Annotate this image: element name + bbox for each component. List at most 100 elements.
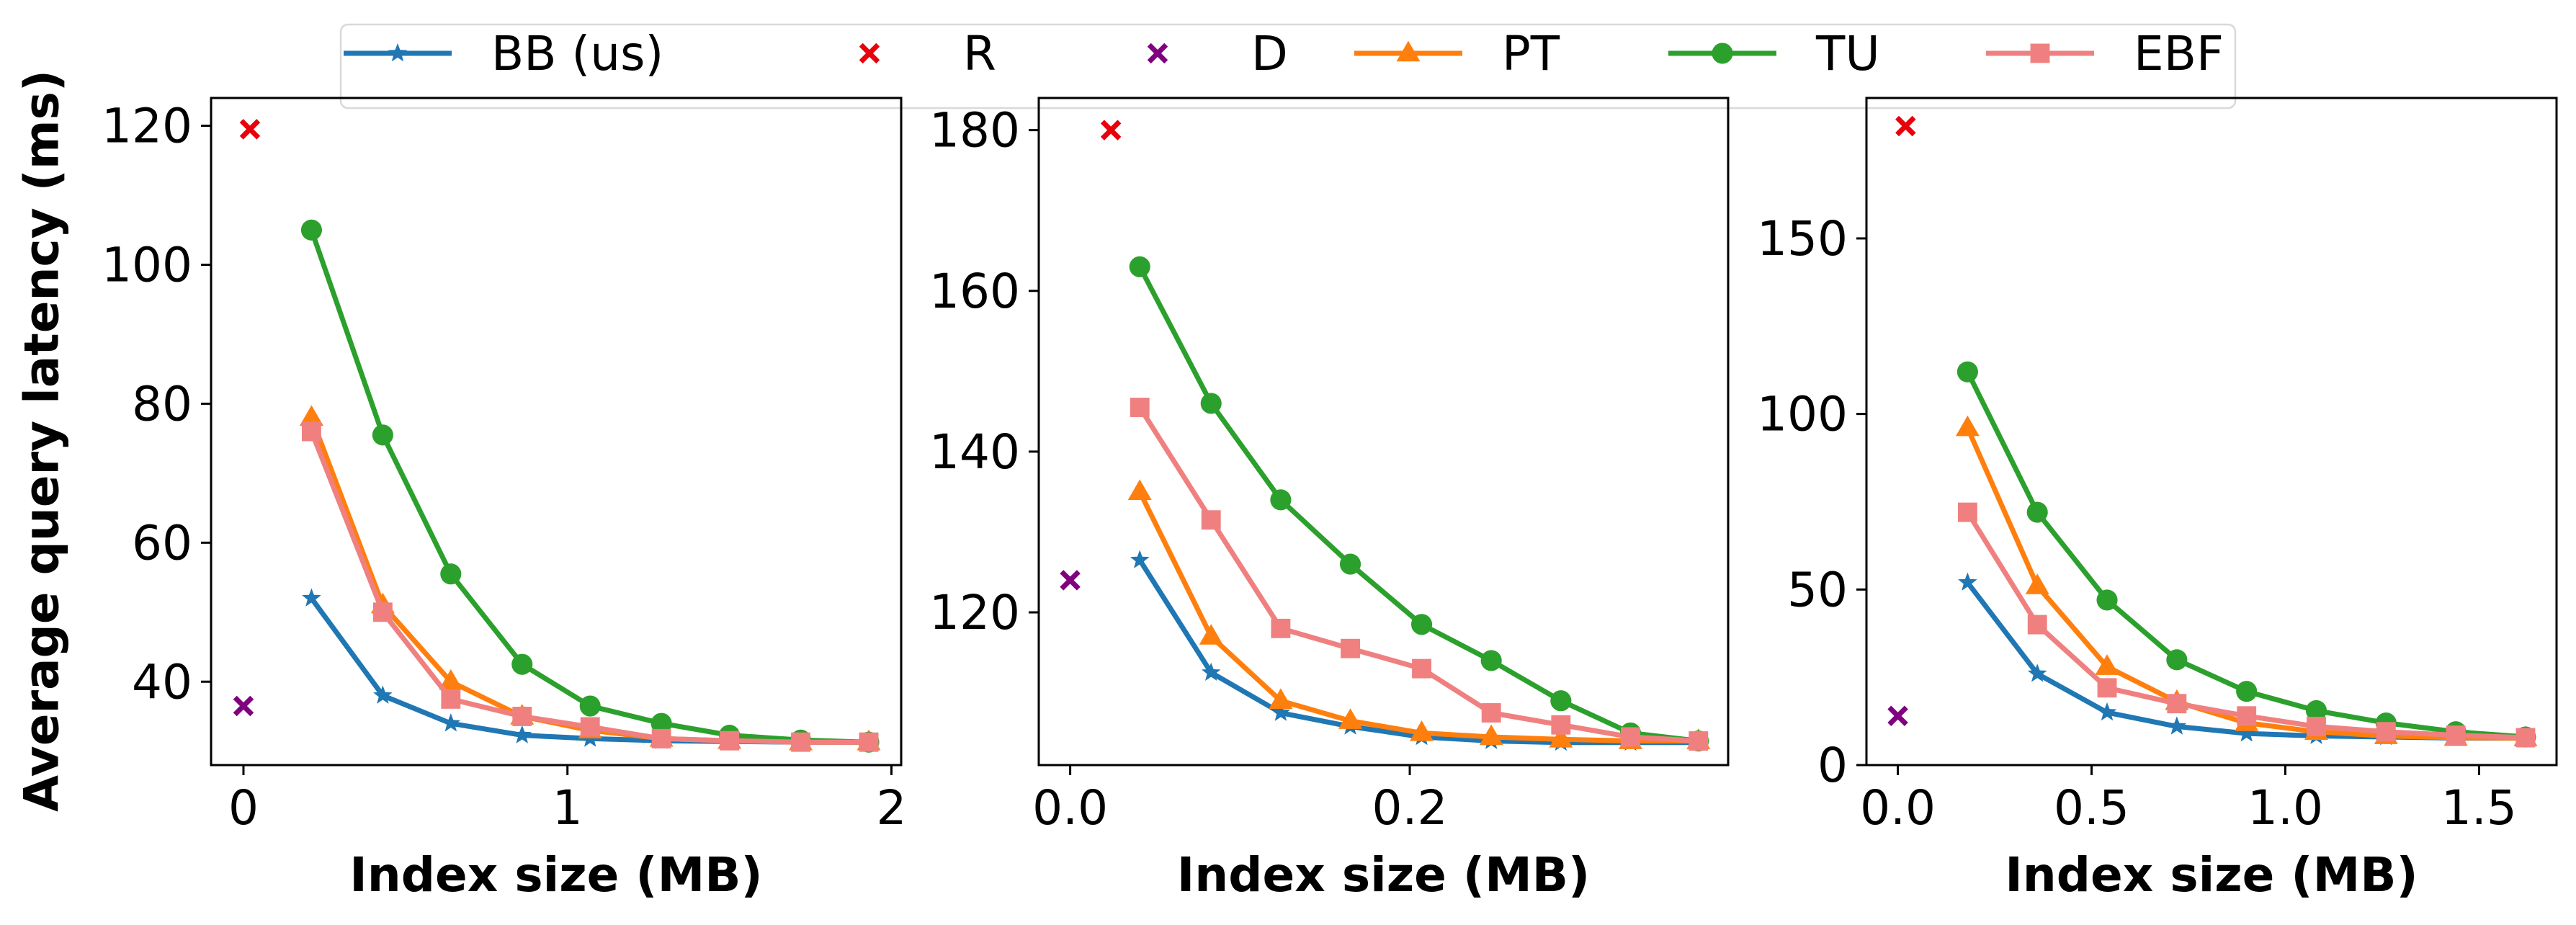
data-point [373,685,393,704]
data-point [233,695,254,717]
y-tick-label: 180 [929,103,1020,158]
legend-item-bb-us: BB (us) [344,26,663,81]
data-point [1130,398,1150,417]
series-line [309,416,869,745]
axes-frame [1037,97,1730,767]
data-point [299,405,323,426]
data-point [1338,708,1363,729]
legend-label: BB (us) [491,26,663,81]
data-point [579,695,601,717]
data-point [1549,726,1573,748]
data-point [1957,502,1977,522]
series-d [1887,705,1908,727]
legend-item-ebf: EBF [1986,26,2224,81]
data-point [2096,589,2118,611]
legend-item-tu: TU [1668,26,1880,81]
data-point [1200,393,1222,414]
x-tick-label: 0.0 [1860,780,1936,836]
x-axis-label: Index size (MB) [1177,847,1590,903]
data-point [1410,720,1434,741]
data-point [2307,716,2326,736]
data-point [301,421,321,442]
series-r [1100,120,1122,140]
data-point [1621,727,1640,747]
data-point [2515,728,2536,748]
data-point [791,732,811,752]
series-line [309,229,869,745]
series-tu [300,219,880,753]
y-tick-label: 120 [929,585,1020,640]
data-point [1129,256,1150,277]
legend-frame [339,23,2237,110]
data-point [2097,702,2117,721]
series-line [1965,511,2526,741]
x-tick-label: 0.0 [1032,780,1108,836]
legend-marker [859,43,880,64]
series-d [233,695,254,717]
data-point [1479,724,1503,746]
x-tick-label: 1.0 [2248,780,2323,836]
data-point [1550,690,1572,712]
series-ebf [301,421,879,752]
y-tick-label: 60 [132,515,192,571]
y-tick-label: 80 [132,376,192,432]
data-point [1270,489,1292,511]
series-bb-us [1130,550,1709,751]
data-point [440,563,462,585]
series-r [239,119,261,140]
data-point [2025,573,2049,594]
y-tick-label: 40 [132,654,192,710]
legend-item-d: D [1147,26,1288,81]
data-point [1060,570,1081,591]
data-point [1130,550,1150,568]
x-axis-label: Index size (MB) [2005,847,2418,903]
data-point [2097,678,2117,698]
data-point [1958,572,1977,591]
legend-marker [2030,43,2050,63]
data-point [2095,654,2119,675]
series-r [1895,115,1916,137]
series-ebf [1130,398,1709,751]
legend-marker [1147,43,1168,64]
y-tick-label: 50 [1787,562,1848,617]
data-point [439,669,463,690]
data-point [1956,361,1978,383]
subplot-middle: 0.0 0.2 120 140 160 180 Index size (MB) [929,97,1730,903]
y-tick-label: 120 [102,99,192,154]
data-point [2237,723,2256,742]
data-point [1689,731,1709,751]
data-point [651,728,671,749]
y-tick-label: 160 [929,264,1020,319]
x-tick-label: 0 [228,780,259,836]
data-point [2027,615,2047,635]
data-point [2376,722,2396,742]
legend-label: R [963,26,996,81]
data-point [512,725,532,743]
data-point [2236,681,2258,702]
legend-item-pt: PT [1354,26,1560,81]
data-point [1199,624,1223,645]
data-point [511,653,533,675]
legend: BB (us) R D PT TU EBF [339,23,2237,110]
data-point [441,713,461,732]
legend-label: PT [1502,26,1560,81]
data-point [1887,705,1908,727]
data-point [2167,694,2187,714]
data-point [1201,510,1221,530]
series-d [1060,570,1081,591]
data-point [650,712,672,734]
y-tick-label: 150 [1757,211,1848,267]
data-point [1895,115,1916,137]
x-tick-label: 0.2 [1372,780,1448,836]
data-point [720,730,740,751]
data-point [512,707,532,726]
legend-label: TU [1815,26,1880,81]
x-axis-label: Index size (MB) [349,847,762,903]
data-point [1412,658,1431,679]
data-point [2026,501,2048,523]
subplot-right: 0.0 0.5 1.0 1.5 0 50 100 150 Index size (MB) [1757,97,2558,903]
data-point [1341,638,1360,658]
data-point [1480,650,1502,671]
legend-marker [1396,40,1421,62]
